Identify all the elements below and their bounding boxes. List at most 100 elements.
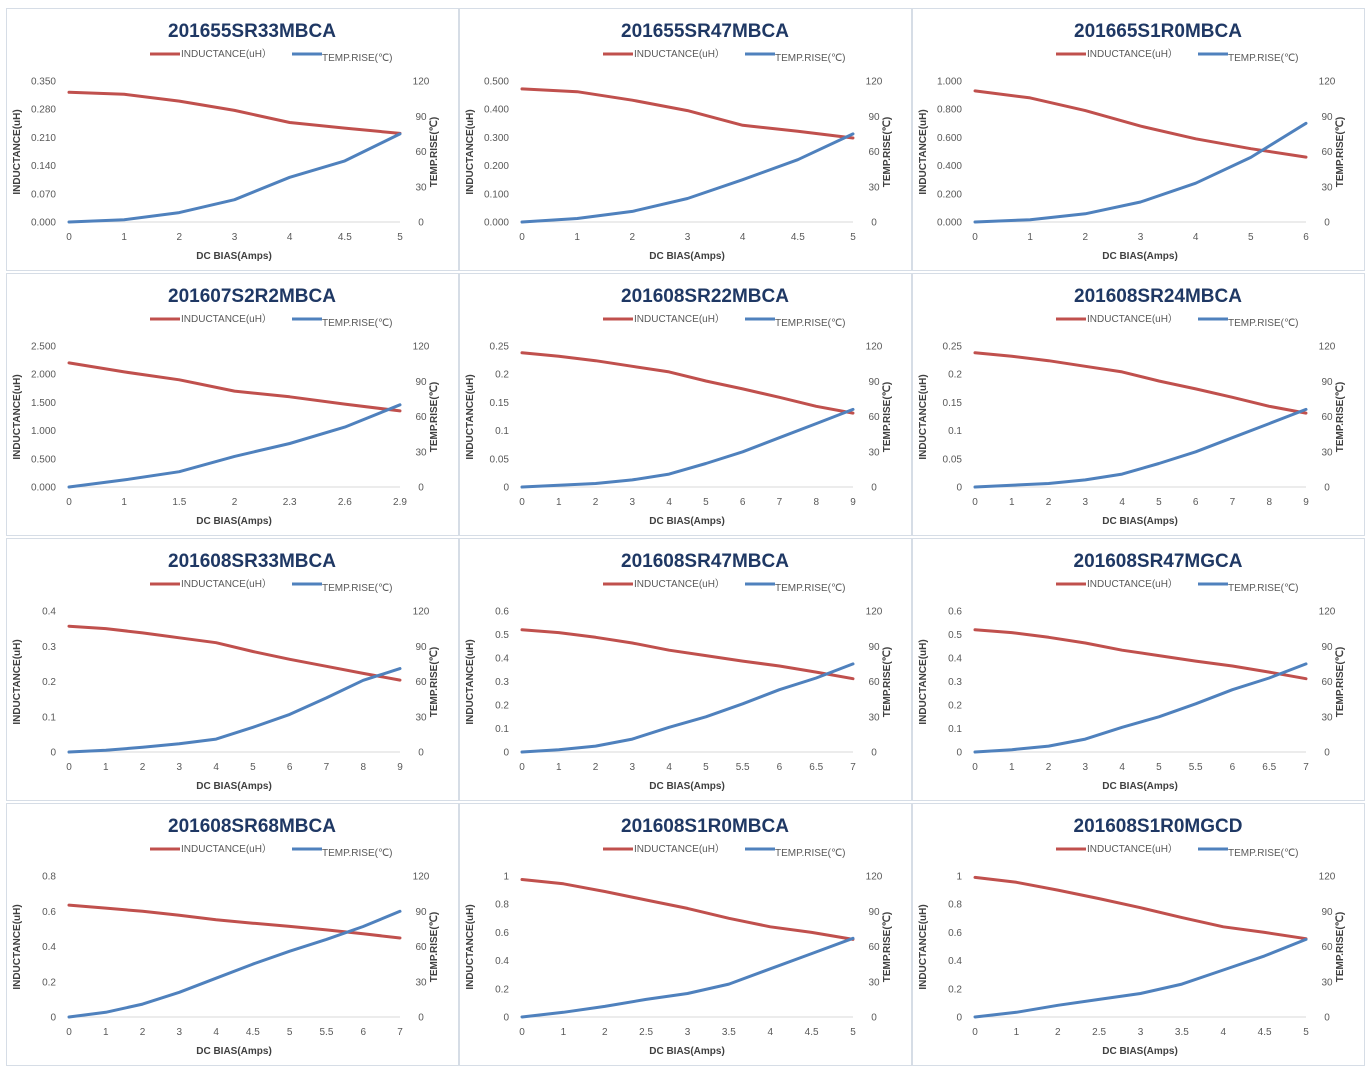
x-axis-title: DC BIAS(Amps)	[1102, 516, 1178, 527]
chart-title: 201608SR47MGCA	[1074, 551, 1243, 572]
x-tick-label: 4	[213, 762, 219, 773]
y2-tick-label: 120	[866, 77, 883, 88]
x-tick-label: 8	[360, 762, 366, 773]
series-line-inductance	[520, 351, 855, 415]
y-tick-label: 0.140	[31, 161, 56, 172]
x-tick-label: 3	[1083, 497, 1089, 508]
x-tick-label: 2	[602, 1027, 608, 1038]
x-tick-label: 4	[1119, 762, 1125, 773]
y-tick-label: 1	[503, 872, 509, 883]
y-tick-label: 0.05	[943, 454, 963, 465]
chart-svg: 201608SR24MBCA INDUCTANCE(uH） TEMP.RISE(℃)…	[918, 286, 1346, 527]
x-tick-label: 1	[556, 762, 562, 773]
y-tick-label: 0	[503, 483, 509, 494]
y2-tick-label: 60	[868, 412, 880, 423]
y2-tick-label: 30	[1321, 977, 1333, 988]
y2-axis-title: TEMP.RISE(℃)	[1335, 647, 1346, 718]
x-tick-label: 6	[1303, 232, 1309, 243]
x-tick-label: 5	[850, 1027, 856, 1038]
y-tick-label: 0	[503, 1013, 509, 1024]
y-tick-label: 0.25	[943, 342, 963, 353]
x-tick-label: 7	[777, 497, 783, 508]
y-tick-label: 0.5	[948, 630, 962, 641]
y2-tick-label: 120	[413, 607, 430, 618]
y2-tick-label: 0	[871, 748, 877, 759]
y2-tick-label: 120	[866, 872, 883, 883]
y2-tick-label: 90	[415, 377, 427, 388]
y-tick-label: 0.2	[495, 701, 509, 712]
y-axis-title: INDUCTANCE(uH)	[12, 109, 23, 194]
x-tick-label: 3.5	[1175, 1027, 1189, 1038]
x-axis-title: DC BIAS(Amps)	[1102, 781, 1178, 792]
y2-tick-label: 90	[415, 907, 427, 918]
x-tick-label: 2.5	[639, 1027, 653, 1038]
legend-label-temp: TEMP.RISE(℃)	[1228, 53, 1299, 64]
legend-label-inductance: INDUCTANCE(uH）	[634, 48, 725, 60]
y2-tick-label: 30	[868, 182, 880, 193]
y-tick-label: 0.400	[937, 161, 962, 172]
x-axis-title: DC BIAS(Amps)	[649, 781, 725, 792]
chart-panel: 201608SR24MBCA INDUCTANCE(uH） TEMP.RISE(℃)…	[912, 273, 1365, 536]
chart-svg: 201655SR33MBCA INDUCTANCE(uH） TEMP.RISE(℃)…	[12, 21, 440, 262]
y-axis-title: INDUCTANCE(uH)	[12, 639, 23, 724]
series-line-inductance	[520, 628, 855, 681]
y2-tick-label: 60	[1321, 412, 1333, 423]
x-tick-label: 4	[1119, 497, 1125, 508]
y2-tick-label: 90	[1321, 642, 1333, 653]
x-tick-label: 2	[140, 1027, 146, 1038]
x-axis-title: DC BIAS(Amps)	[196, 251, 272, 262]
y-axis-title: INDUCTANCE(uH)	[918, 374, 929, 459]
chart-panel: 201608SR68MBCA INDUCTANCE(uH） TEMP.RISE(℃)…	[6, 803, 459, 1066]
legend-label-inductance: INDUCTANCE(uH）	[1087, 578, 1178, 590]
y-tick-label: 0	[50, 1013, 56, 1024]
chart-title: 201608S1R0MBCA	[621, 816, 789, 837]
x-tick-label: 1	[574, 232, 580, 243]
series-line-inductance	[520, 87, 855, 140]
series-line-temp	[973, 662, 1308, 754]
y2-tick-label: 30	[868, 712, 880, 723]
x-tick-label: 2	[177, 232, 183, 243]
chart-svg: 201608S1R0MBCA INDUCTANCE(uH） TEMP.RISE(℃)…	[465, 816, 893, 1057]
y-tick-label: 0.6	[948, 607, 962, 618]
y2-tick-label: 60	[1321, 677, 1333, 688]
series-line-temp	[520, 662, 855, 754]
y-tick-label: 0.8	[42, 872, 56, 883]
x-tick-label: 1	[103, 1027, 109, 1038]
x-tick-label: 9	[850, 497, 856, 508]
y-tick-label: 0.4	[948, 956, 962, 967]
y2-tick-label: 120	[866, 607, 883, 618]
legend-label-temp: TEMP.RISE(℃)	[775, 318, 846, 329]
legend-label-temp: TEMP.RISE(℃)	[775, 53, 846, 64]
y-tick-label: 0	[956, 1013, 962, 1024]
y-tick-label: 0.2	[42, 977, 56, 988]
series-line-temp	[67, 132, 402, 224]
y2-tick-label: 0	[1324, 1013, 1330, 1024]
x-tick-label: 0	[66, 232, 72, 243]
y-tick-label: 0.000	[31, 218, 56, 229]
y-tick-label: 0.600	[937, 133, 962, 144]
y-tick-label: 0.2	[42, 677, 56, 688]
y-tick-label: 0.4	[42, 942, 56, 953]
x-tick-label: 2.5	[1092, 1027, 1106, 1038]
y-tick-label: 0	[50, 748, 56, 759]
legend-label-inductance: INDUCTANCE(uH）	[634, 843, 725, 855]
x-axis-title: DC BIAS(Amps)	[649, 251, 725, 262]
y-tick-label: 0.500	[484, 77, 509, 88]
y-tick-label: 0.2	[948, 701, 962, 712]
y-tick-label: 0	[956, 483, 962, 494]
y2-tick-label: 30	[868, 977, 880, 988]
y-tick-label: 0.300	[484, 133, 509, 144]
y2-tick-label: 0	[871, 483, 877, 494]
series-line-temp	[67, 909, 402, 1019]
x-tick-label: 2	[1046, 762, 1052, 773]
y-tick-label: 1	[956, 872, 962, 883]
x-tick-label: 5	[703, 762, 709, 773]
y-tick-label: 0.6	[495, 928, 509, 939]
x-tick-label: 0	[972, 232, 978, 243]
x-tick-label: 4	[666, 497, 672, 508]
chart-svg: 201608SR33MBCA INDUCTANCE(uH） TEMP.RISE(℃)…	[12, 551, 440, 792]
y-tick-label: 0.8	[948, 900, 962, 911]
x-tick-label: 1	[121, 232, 127, 243]
legend-label-inductance: INDUCTANCE(uH）	[181, 578, 272, 590]
legend-label-inductance: INDUCTANCE(uH）	[181, 48, 272, 60]
